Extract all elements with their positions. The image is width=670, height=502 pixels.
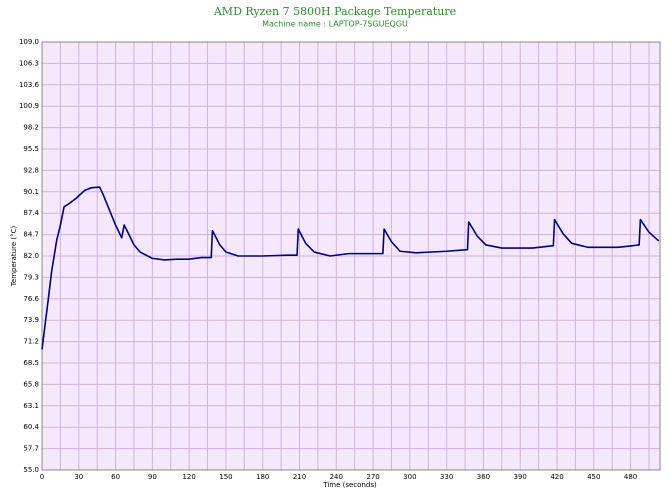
x-tick-label: 210 xyxy=(293,473,306,481)
y-tick-label: 73.9 xyxy=(23,316,39,324)
plot-border xyxy=(41,41,661,471)
y-tick-label: 103.6 xyxy=(19,81,40,89)
y-tick-label: 68.5 xyxy=(23,359,39,367)
chart-subtitle: Machine name : LAPTOP-7SGUEQGU xyxy=(262,20,408,29)
y-tick-label: 65.8 xyxy=(23,380,39,388)
x-tick-label: 150 xyxy=(219,473,232,481)
y-tick-label: 95.5 xyxy=(23,145,39,153)
x-tick-label: 390 xyxy=(514,473,527,481)
temperature-line xyxy=(41,186,660,350)
y-tick-label: 100.9 xyxy=(19,102,39,110)
x-tick-label: 330 xyxy=(440,473,453,481)
y-tick-label: 87.4 xyxy=(23,209,39,217)
x-tick-label: 450 xyxy=(587,473,600,481)
y-tick-label: 82.0 xyxy=(23,252,39,260)
y-tick-label: 55.0 xyxy=(23,466,39,474)
chart-title: AMD Ryzen 7 5800H Package Temperature xyxy=(213,5,456,18)
y-tick-label: 106.3 xyxy=(19,59,39,67)
y-tick-label: 71.2 xyxy=(23,338,39,346)
x-tick-label: 30 xyxy=(74,473,83,481)
x-tick-label: 480 xyxy=(624,473,637,481)
x-tick-label: 420 xyxy=(550,473,563,481)
y-tick-label: 84.7 xyxy=(23,231,39,239)
x-tick-label: 120 xyxy=(182,473,195,481)
x-tick-label: 240 xyxy=(330,473,343,481)
x-tick-label: 300 xyxy=(403,473,416,481)
x-tick-label: 90 xyxy=(148,473,157,481)
y-tick-label: 76.6 xyxy=(23,295,39,303)
y-tick-label: 63.1 xyxy=(23,402,39,410)
y-axis-label: Temperature (°C) xyxy=(10,226,18,288)
x-tick-label: 270 xyxy=(366,473,379,481)
y-tick-label: 92.8 xyxy=(23,166,39,174)
y-tick-label: 98.2 xyxy=(23,124,39,132)
x-axis-label: Time (seconds) xyxy=(322,481,377,489)
x-tick-label: 360 xyxy=(477,473,490,481)
y-tick-label: 60.4 xyxy=(23,423,39,431)
x-tick-label: 0 xyxy=(40,473,44,481)
y-tick-label: 79.3 xyxy=(23,273,39,281)
y-tick-label: 90.1 xyxy=(23,188,39,196)
y-tick-label: 57.7 xyxy=(23,445,39,453)
y-tick-label: 109.0 xyxy=(19,38,39,46)
x-tick-label: 60 xyxy=(111,473,120,481)
x-tick-label: 180 xyxy=(256,473,269,481)
